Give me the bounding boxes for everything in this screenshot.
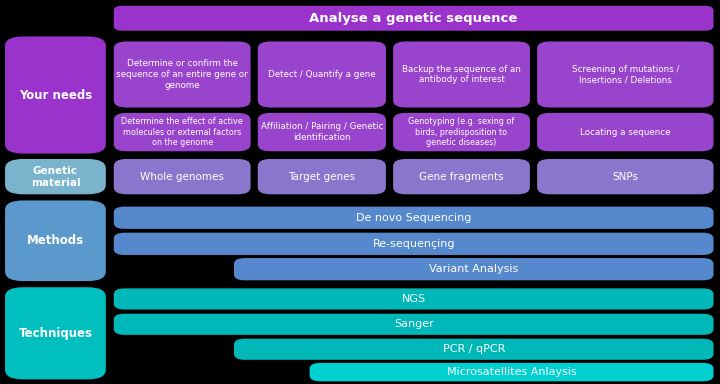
FancyBboxPatch shape: [310, 363, 714, 381]
Text: NGS: NGS: [402, 294, 426, 304]
FancyBboxPatch shape: [258, 113, 386, 151]
Text: Analyse a genetic sequence: Analyse a genetic sequence: [310, 12, 518, 25]
FancyBboxPatch shape: [5, 36, 106, 154]
Text: Affiliation / Pairing / Genetic
identification: Affiliation / Pairing / Genetic identifi…: [261, 122, 383, 142]
FancyBboxPatch shape: [114, 6, 714, 31]
FancyBboxPatch shape: [114, 113, 251, 151]
Text: Genotyping (e.g. sexing of
birds, predisposition to
genetic diseases): Genotyping (e.g. sexing of birds, predis…: [408, 117, 515, 147]
FancyBboxPatch shape: [114, 288, 714, 310]
Text: Backup the sequence of an
antibody of interest: Backup the sequence of an antibody of in…: [402, 65, 521, 84]
Text: Re-sequençing: Re-sequençing: [372, 239, 455, 249]
Text: Screening of mutations /
Insertions / Deletions: Screening of mutations / Insertions / De…: [572, 65, 679, 84]
Text: SNPs: SNPs: [612, 172, 639, 182]
Text: Variant Analysis: Variant Analysis: [429, 264, 518, 274]
FancyBboxPatch shape: [258, 41, 386, 108]
FancyBboxPatch shape: [114, 233, 714, 255]
FancyBboxPatch shape: [5, 200, 106, 281]
FancyBboxPatch shape: [537, 113, 714, 151]
Text: Locating a sequence: Locating a sequence: [580, 127, 670, 137]
Text: De novo Sequencing: De novo Sequencing: [356, 213, 472, 223]
Text: Detect / Quantify a gene: Detect / Quantify a gene: [268, 70, 376, 79]
FancyBboxPatch shape: [537, 41, 714, 108]
FancyBboxPatch shape: [114, 207, 714, 229]
Text: Whole genomes: Whole genomes: [140, 172, 224, 182]
FancyBboxPatch shape: [114, 314, 714, 335]
FancyBboxPatch shape: [393, 159, 530, 194]
FancyBboxPatch shape: [537, 159, 714, 194]
FancyBboxPatch shape: [114, 159, 251, 194]
Text: Methods: Methods: [27, 234, 84, 247]
FancyBboxPatch shape: [234, 258, 714, 280]
Text: PCR / qPCR: PCR / qPCR: [443, 344, 505, 354]
FancyBboxPatch shape: [393, 41, 530, 108]
Text: Determine the effect of active
molecules or external factors
on the genome: Determine the effect of active molecules…: [121, 117, 243, 147]
Text: Target genes: Target genes: [288, 172, 356, 182]
Text: Genetic
material: Genetic material: [31, 166, 80, 188]
Text: Your needs: Your needs: [19, 89, 92, 101]
Text: Gene fragments: Gene fragments: [419, 172, 504, 182]
FancyBboxPatch shape: [234, 339, 714, 360]
Text: Determine or confirm the
sequence of an entire gene or
genome: Determine or confirm the sequence of an …: [117, 59, 248, 90]
FancyBboxPatch shape: [114, 41, 251, 108]
FancyBboxPatch shape: [5, 159, 106, 194]
FancyBboxPatch shape: [393, 113, 530, 151]
Text: Techniques: Techniques: [19, 327, 92, 340]
Text: Sanger: Sanger: [394, 319, 433, 329]
Text: Microsatellites Anlaysis: Microsatellites Anlaysis: [446, 367, 577, 377]
FancyBboxPatch shape: [258, 159, 386, 194]
FancyBboxPatch shape: [5, 287, 106, 379]
